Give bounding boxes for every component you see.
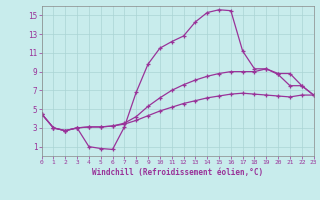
X-axis label: Windchill (Refroidissement éolien,°C): Windchill (Refroidissement éolien,°C) — [92, 168, 263, 177]
